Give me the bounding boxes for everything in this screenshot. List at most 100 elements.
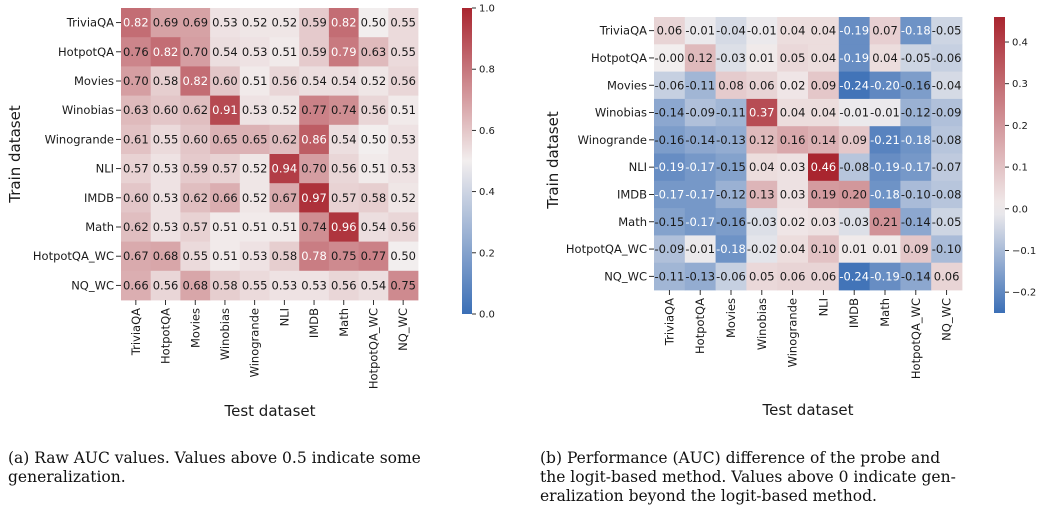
cell-value-label: 0.74 [331,103,357,117]
cell-value-label: 0.53 [390,132,416,146]
heatmap-cell [121,95,152,126]
cell-value-label: 0.70 [182,45,208,59]
heatmap-cell [808,235,840,264]
heatmap-cell [269,95,300,126]
cell-value-label: -0.14 [685,133,715,147]
heatmap-cell [808,98,840,127]
caption-b-line-1: (b) Performance (AUC) difference of the … [540,449,941,467]
cell-value-label: 0.05 [780,51,806,65]
heatmap-cell [684,235,716,264]
y-tick-label-math: Math [618,215,647,229]
x-tick-label-hotpotqa: HotpotQA [159,308,173,364]
cell-value-label: 0.60 [182,132,208,146]
cell-value-label: -0.03 [839,215,869,229]
caption-b-line-3: eralization beyond the logit-based metho… [540,487,877,505]
cell-value-label: 0.61 [123,132,149,146]
heatmap-cell [931,71,963,100]
cell-value-label: 0.55 [390,45,416,59]
cell-value-label: -0.18 [716,242,746,256]
cell-value-label: 0.55 [242,278,268,292]
cell-value-label: 0.66 [212,191,238,205]
x-tick-label-hotpotqa-wc: HotpotQA_WC [909,298,923,379]
cell-value-label: -0.10 [932,242,962,256]
cell-value-label: 0.03 [780,160,806,174]
cell-value-label: 0.59 [182,162,208,176]
cell-value-label: 0.04 [780,24,806,38]
heatmap-cell [684,180,716,209]
cell-value-label: 0.67 [123,249,149,263]
heatmap-cell [654,17,686,45]
cell-value-label: 0.12 [749,133,775,147]
heatmap-cell [210,212,241,242]
cell-value-label: 0.06 [934,269,960,283]
heatmap-cell [239,183,270,213]
heatmap-cell [210,95,241,126]
cell-value-label: 0.12 [687,51,713,65]
colorbar [462,8,472,314]
cell-value-label: -0.05 [901,51,931,65]
heatmap-cell [210,241,241,272]
heatmap-cell [358,8,389,38]
heatmap-cell [269,66,300,96]
colorbar-tick-label: 0.2 [1012,121,1028,132]
cell-value-label: 0.51 [361,162,387,176]
cell-value-label: 0.79 [331,45,357,59]
cell-value-label: 0.52 [361,74,387,88]
cell-value-label: -0.07 [932,160,962,174]
heatmap-cell [388,37,419,67]
colorbar-tick-label: 0.1 [1012,163,1028,174]
heatmap-cell [358,183,389,213]
cell-value-label: 0.54 [301,74,327,88]
heatmap-cell [684,98,716,127]
caption-a-line-1: (a) Raw AUC values. Values above 0.5 ind… [8,449,421,467]
heatmap-cell [299,124,330,155]
cell-value-label: 0.16 [780,133,806,147]
cell-value-label: 0.94 [272,162,298,176]
heatmap-cell [684,262,716,291]
heatmap-cell [328,66,359,96]
heatmap-cell [746,208,778,236]
heatmap-cell [358,95,389,126]
cell-value-label: -0.02 [747,242,777,256]
heatmap-cell [121,270,152,301]
cell-value-label: 0.09 [811,78,837,92]
heatmap-cell [328,37,359,67]
y-tick-label-triviaqa: TriviaQA [599,24,647,38]
x-tick-label-nli: NLI [816,298,830,316]
heatmap-cell [299,183,330,213]
cell-value-label: -0.04 [716,24,746,38]
cell-value-label: -0.11 [716,106,746,120]
heatmap-cell [239,241,270,272]
cell-value-label: 0.04 [811,51,837,65]
heatmap-cell [269,124,300,155]
x-tick-label-movies: Movies [188,308,202,348]
cell-value-label: -0.17 [685,160,715,174]
heatmap-cell [180,212,211,242]
heatmap-cell [299,95,330,126]
heatmap-cell [299,212,330,242]
cell-value-label: 0.60 [123,191,149,205]
cell-value-label: 0.54 [361,278,387,292]
cell-value-label: 0.66 [123,278,149,292]
cell-value-label: -0.06 [716,269,746,283]
heatmap-cell [931,208,963,236]
y-tick-label-hotpotqa: HotpotQA [58,45,114,59]
cell-value-label: 0.56 [272,74,298,88]
heatmap-cell [746,235,778,264]
heatmap-cell [388,212,419,242]
heatmap-cell [931,98,963,127]
caption-b-line-2: the logit-based method. Values above 0 i… [540,468,956,486]
cell-value-label: 0.70 [123,74,149,88]
heatmap-cell [654,262,686,291]
heatmap-cell [210,66,241,96]
heatmap-cell [121,183,152,213]
heatmap-cell [328,183,359,213]
heatmap-cell [299,241,330,272]
y-tick-label-math: Math [85,220,114,234]
heatmap-cell [715,208,747,236]
cell-value-label: 0.06 [811,269,837,283]
cell-value-label: 0.68 [153,249,179,263]
y-tick-label-movies: Movies [74,74,114,88]
heatmap-cell [269,212,300,242]
